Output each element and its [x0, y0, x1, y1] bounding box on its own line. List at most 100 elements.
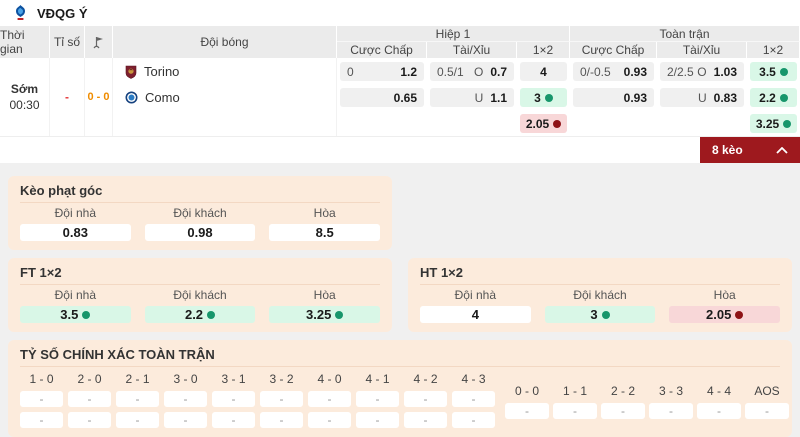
match-time-value: 00:30 — [9, 98, 40, 112]
score-odds-cell: - — [452, 391, 495, 407]
corner-home-odds[interactable]: 0.83 — [20, 224, 131, 241]
score-odds-cell: - — [601, 403, 645, 419]
h1-handicap-col: 0 1.2 0.65 — [337, 58, 427, 136]
home-team[interactable]: Torino — [125, 62, 336, 81]
score-odds-cell: - — [404, 391, 447, 407]
ft-away-odds[interactable]: 2.2 — [144, 306, 256, 323]
more-bets-button[interactable]: 8 kèo — [700, 137, 800, 163]
ht-home-col: Đội nhà 4 — [420, 288, 531, 323]
header-ft-handicap: Cược Chấp — [570, 42, 657, 58]
score-header: 3 - 2 — [269, 372, 294, 386]
corner-away-col: Đội khách 0.98 — [144, 206, 256, 241]
trend-up-dot — [601, 310, 610, 319]
away-team[interactable]: Como — [125, 88, 336, 107]
trend-up-dot — [207, 310, 216, 319]
score-header: 3 - 0 — [173, 372, 198, 386]
como-crest-icon — [125, 91, 138, 104]
odds-table-header: Thời gian Tỉ số Đội bóng Hiệp 1 Cược Chấ… — [0, 26, 800, 58]
header-ft-1x2: 1×2 — [747, 42, 800, 58]
h1-1x2-home-cell[interactable]: 4 — [520, 62, 567, 81]
header-full: Toàn trận — [570, 26, 800, 42]
ft-home-odds[interactable]: 3.5 — [20, 306, 131, 323]
h1-handicap-away-cell[interactable]: 0.65 — [340, 88, 424, 107]
match-time-label: Sớm — [10, 82, 39, 96]
ft-home-col: Đội nhà 3.5 — [20, 288, 131, 323]
score-odds-cell: - — [553, 403, 597, 419]
extra-odds-area: Kèo phạt góc Đội nhà 0.83 Đội khách 0.98… — [0, 163, 800, 437]
score-odds-cell: - — [308, 391, 351, 407]
score-header: AOS — [754, 384, 780, 398]
ft-handicap-home-cell[interactable]: 0/-0.5 0.93 — [573, 62, 654, 81]
ht-away-odds[interactable]: 3 — [544, 306, 656, 323]
league-header: VĐQG Ý — [0, 0, 800, 26]
score-header: 0 - 0 — [514, 384, 539, 398]
corner-home-col: Đội nhà 0.83 — [20, 206, 131, 241]
ft-1x2-away-cell[interactable]: 2.2 — [750, 88, 797, 107]
corner-draw-odds[interactable]: 8.5 — [269, 224, 381, 241]
over-label: O — [697, 64, 707, 79]
ft-handicap-col: 0/-0.5 0.93 0.93 — [570, 58, 657, 136]
score-header: 3 - 1 — [221, 372, 246, 386]
trend-up-dot — [335, 310, 344, 319]
correct-score-panel: TỶ SỐ CHÍNH XÁC TOÀN TRẬN 1 - 0 2 - 0 2 - … — [8, 340, 792, 437]
h1-over-cell[interactable]: 0.5/1 O 0.7 — [430, 62, 514, 81]
ft-under-cell[interactable]: U 0.83 — [660, 88, 744, 107]
score-header: 2 - 1 — [125, 372, 150, 386]
correct-score-title: TỶ SỐ CHÍNH XÁC TOÀN TRẬN — [20, 347, 780, 367]
score-header: 4 - 4 — [706, 384, 731, 398]
home-team-name: Torino — [144, 64, 180, 79]
corner-away-odds[interactable]: 0.98 — [144, 224, 256, 241]
score-header: 1 - 0 — [29, 372, 54, 386]
header-h1-1x2: 1×2 — [517, 42, 570, 58]
header-team: Đội bóng — [113, 26, 337, 58]
ft-away-col: Đội khách 2.2 — [144, 288, 256, 323]
match-corners: 0 - 0 — [85, 58, 113, 136]
h1-handicap-home-cell[interactable]: 0 1.2 — [340, 62, 424, 81]
score-header: 2 - 0 — [77, 372, 102, 386]
score-header: 4 - 2 — [413, 372, 438, 386]
ft-1x2-panel: FT 1×2 Đội nhà 3.5 Đội khách 2.2 — [8, 258, 392, 332]
ft-over-cell[interactable]: 2/2.5 O 1.03 — [660, 62, 744, 81]
h1-overunder-col: 0.5/1 O 0.7 U 1.1 — [427, 58, 517, 136]
score-odds-cell: - — [745, 403, 789, 419]
h1-1x2-col: 4 3 2.05 — [517, 58, 570, 136]
score-odds-cell: - — [505, 403, 549, 419]
h1-under-cell[interactable]: U 1.1 — [430, 88, 514, 107]
banner-row: 8 kèo — [0, 137, 800, 163]
score-odds-cell: - — [20, 412, 63, 428]
under-label: U — [474, 90, 484, 105]
score-header: 3 - 3 — [658, 384, 683, 398]
match-teams: Torino Como — [113, 58, 337, 136]
ft-overunder-col: 2/2.5 O 1.03 U 0.83 — [657, 58, 747, 136]
ft-1x2-home-cell[interactable]: 3.5 — [750, 62, 797, 81]
under-label: U — [697, 90, 707, 105]
trend-up-dot — [544, 93, 553, 102]
score-header: 4 - 0 — [317, 372, 342, 386]
header-half1: Hiệp 1 — [337, 26, 570, 42]
ht-draw-col: Hòa 2.05 — [669, 288, 781, 323]
corner-draw-col: Hòa 8.5 — [269, 206, 381, 241]
trend-down-dot — [735, 310, 744, 319]
torino-crest-icon — [125, 65, 137, 79]
header-h1-overunder: Tài/Xỉu — [427, 42, 517, 58]
ht-home-odds[interactable]: 4 — [420, 306, 531, 323]
ft-draw-odds[interactable]: 3.25 — [269, 306, 381, 323]
score-odds-cell: - — [116, 412, 159, 428]
ft-1x2-draw-cell[interactable]: 3.25 — [750, 114, 797, 133]
trend-up-dot — [82, 310, 91, 319]
win-scores-grid: 1 - 0 2 - 0 2 - 1 3 - 0 3 - 1 3 - 2 4 - 0 4 - 1… — [20, 372, 495, 428]
ft-handicap-away-cell[interactable]: 0.93 — [573, 88, 654, 107]
score-odds-cell: - — [212, 412, 255, 428]
trend-down-dot — [553, 119, 562, 128]
h1-1x2-away-cell[interactable]: 3 — [520, 88, 567, 107]
chevron-up-icon — [776, 146, 788, 154]
score-odds-cell: - — [356, 391, 399, 407]
header-h1-handicap: Cược Chấp — [337, 42, 427, 58]
match-score: - — [50, 58, 85, 136]
score-header: 4 - 1 — [365, 372, 390, 386]
h1-1x2-draw-cell[interactable]: 2.05 — [520, 114, 567, 133]
score-odds-cell: - — [212, 391, 255, 407]
score-odds-cell: - — [68, 412, 111, 428]
ht-draw-odds[interactable]: 2.05 — [669, 306, 781, 323]
